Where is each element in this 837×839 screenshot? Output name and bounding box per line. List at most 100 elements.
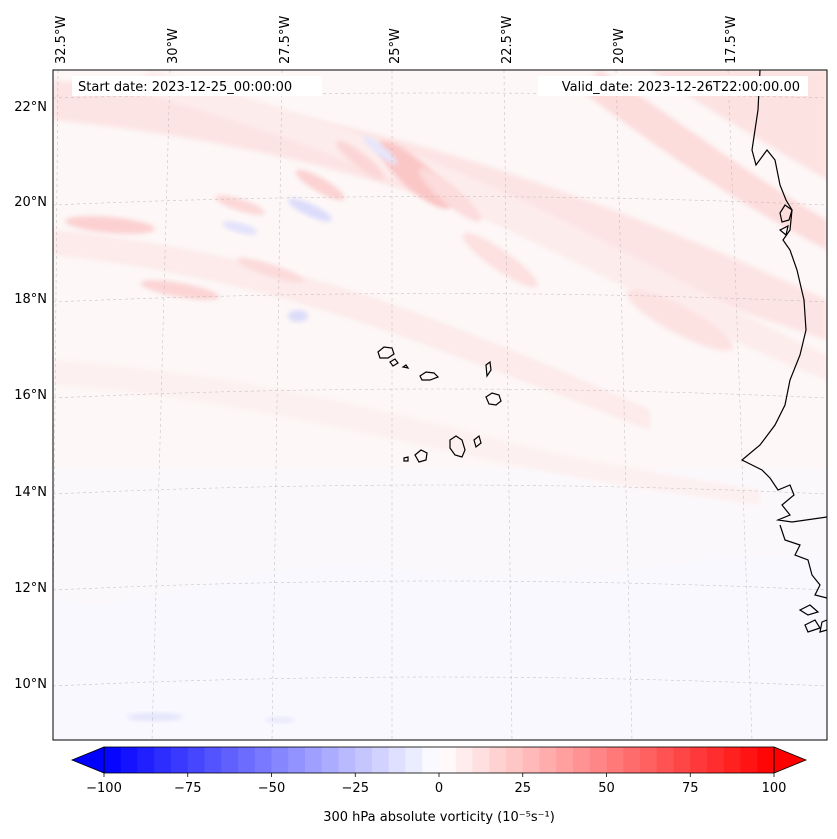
colorbar-cell: [707, 747, 725, 773]
vorticity-max-7: [236, 257, 304, 283]
longitude-labels: 32.5°W 30°W 27.5°W 25°W 22.5°W 20°W 17.5…: [54, 16, 739, 64]
colorbar-tick-label: 100: [762, 781, 787, 796]
colorbar-cell: [656, 747, 674, 773]
vorticity-min-6: [265, 717, 295, 723]
colorbar-cell: [740, 747, 758, 773]
vorticity-max-4: [215, 195, 265, 215]
colorbar-cell: [254, 747, 272, 773]
vorticity-band-1: [53, 80, 827, 340]
dakar-peninsula: [778, 204, 793, 237]
valid-date-text: Valid_date: 2023-12-26T22:00:00.00: [562, 80, 800, 95]
vorticity-band-2: [130, 70, 827, 380]
colorbar-cell: [288, 747, 306, 773]
lon-label-25w: 25°W: [388, 28, 403, 64]
vorticity-max-9: [462, 232, 538, 288]
valid-date-box: [538, 76, 808, 96]
colorbar-cell: [405, 747, 423, 773]
colorbar-cell: [623, 747, 641, 773]
gridline-lat-12: [53, 580, 827, 591]
colorbar-cell: [204, 747, 222, 773]
colorbar-tick-label: −25: [342, 781, 369, 796]
colorbar-tick-label: −100: [86, 781, 122, 796]
colorbar-cell: [757, 747, 775, 773]
colorbar-cell: [321, 747, 339, 773]
colorbar-tick-label: 75: [682, 781, 699, 796]
colorbar-cell: [690, 747, 708, 773]
vorticity-max-6: [140, 280, 220, 300]
start-date-text: Start date: 2023-12-25_00:00:00: [78, 80, 292, 95]
colorbar-cell: [506, 747, 524, 773]
gridline-lat-14: [53, 484, 827, 495]
colorbar-cell: [104, 747, 122, 773]
vorticity-max-3: [295, 169, 345, 201]
colorbar-cell: [355, 747, 373, 773]
colorbar-extend-high: [773, 746, 808, 774]
colorbar-tick-label: −75: [174, 781, 201, 796]
vorticity-min-2: [362, 135, 398, 165]
colorbar-cell: [439, 747, 457, 773]
lon-label-20w: 20°W: [612, 28, 627, 64]
colorbar-cell: [455, 747, 473, 773]
colorbar-cell: [606, 747, 624, 773]
santo-antao: [377, 346, 395, 359]
colorbar-cell: [221, 747, 239, 773]
lon-label-32-5w: 32.5°W: [54, 16, 69, 64]
colorbar-cell: [338, 747, 356, 773]
colorbar-cells: [104, 747, 775, 773]
colorbar-cell: [673, 747, 691, 773]
gridline-lat-16: [53, 388, 827, 399]
vorticity-band-4: [53, 360, 760, 505]
santa-luzia: [401, 364, 410, 369]
gridline-lon-30: [151, 70, 171, 740]
colorbar-ticks: −100 −75 −50 −25 0 25 50 75 100: [86, 773, 786, 796]
lat-label-10n: 10°N: [14, 677, 47, 692]
lat-label-18n: 18°N: [14, 292, 47, 307]
gridline-lat-10: [53, 676, 827, 687]
map-border: [52, 69, 828, 741]
vorticity-band-south: [53, 470, 827, 604]
colorbar-cell: [640, 747, 658, 773]
african-coastline-south: [779, 524, 827, 599]
colorbar-cell: [522, 747, 540, 773]
vorticity-min-1: [288, 198, 332, 222]
colorbar-cell: [372, 747, 390, 773]
colorbar-cell: [489, 747, 507, 773]
vorticity-band-3: [53, 230, 650, 430]
colorbar-cell: [171, 747, 189, 773]
colorbar-tick-label: 50: [598, 781, 615, 796]
start-date-box: [72, 76, 322, 96]
boa-vista: [485, 392, 502, 406]
colorbar-tick-label: −50: [258, 781, 285, 796]
colorbar-cell: [305, 747, 323, 773]
gridline-lon-22-5: [503, 70, 513, 740]
gridline-lat-18: [53, 293, 827, 303]
colorbar-cell: [422, 747, 440, 773]
sal: [485, 360, 492, 378]
vorticity-min-3: [222, 221, 258, 235]
coastlines: [377, 70, 827, 633]
vorticity-band-5: [580, 70, 827, 250]
lat-label-14n: 14°N: [14, 485, 47, 500]
colorbar-tick-label: 0: [435, 781, 443, 796]
lon-label-30w: 30°W: [166, 28, 181, 64]
santiago: [449, 435, 466, 458]
brava: [403, 456, 409, 462]
colorbar-cell: [271, 747, 289, 773]
gridline-lat-20: [53, 196, 827, 206]
vorticity-max-8: [418, 168, 482, 222]
vorticity-min-5: [127, 713, 183, 721]
african-coastline: [740, 70, 827, 523]
colorbar: −100 −75 −50 −25 0 25 50 75 100 300 hPa absolute…: [70, 746, 808, 825]
vorticity-max-10: [626, 289, 734, 351]
sao-vicente: [389, 358, 399, 367]
lat-label-16n: 16°N: [14, 388, 47, 403]
lon-label-27-5w: 27.5°W: [278, 16, 293, 64]
colorbar-cell: [187, 747, 205, 773]
lat-label-12n: 12°N: [14, 581, 47, 596]
latitude-labels: 22°N 20°N 18°N 16°N 14°N 12°N 10°N: [14, 100, 47, 692]
colorbar-cell: [472, 747, 490, 773]
colorbar-cell: [589, 747, 607, 773]
vorticity-min-4: [288, 310, 308, 322]
colorbar-extend-low: [70, 746, 105, 774]
